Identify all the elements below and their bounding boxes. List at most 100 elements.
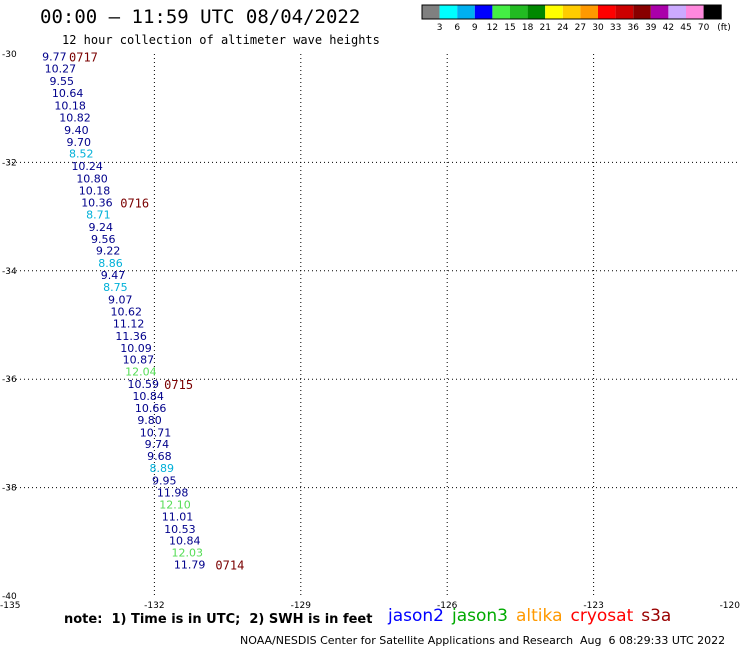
color-scale-label: 24 xyxy=(557,23,569,33)
map-subtitle: 12 hour collection of altimeter wave hei… xyxy=(62,33,380,47)
pass-time-label: 0715 xyxy=(164,378,193,392)
longitude-labels: -135 -132 -129 -126 -123 -120 xyxy=(0,601,740,611)
color-scale-swatch xyxy=(686,5,704,19)
longitude-label: -126 xyxy=(437,601,458,611)
wave-height-value: 11.98 xyxy=(157,486,189,499)
color-scale-swatch xyxy=(527,5,546,19)
wave-height-value: 8.89 xyxy=(150,462,175,475)
wave-height-value: 9.56 xyxy=(91,233,116,246)
color-scale-label: 18 xyxy=(522,23,534,33)
wave-height-value: 12.04 xyxy=(125,366,156,379)
wave-height-value: 8.86 xyxy=(98,257,123,270)
wave-height-value: 10.53 xyxy=(164,523,196,536)
latitude-label: -38 xyxy=(2,484,17,494)
wave-height-value: 9.47 xyxy=(101,269,126,282)
legend-s3a: s3a xyxy=(641,606,672,626)
color-scale-label: 36 xyxy=(627,23,639,33)
color-scale-swatch xyxy=(633,5,651,19)
wave-height-value: 10.36 xyxy=(81,197,113,210)
longitude-label: -132 xyxy=(144,601,164,611)
wave-height-value: 11.12 xyxy=(113,317,145,330)
wave-height-value: 10.66 xyxy=(135,402,167,415)
color-scale-label: 21 xyxy=(539,23,550,33)
longitude-label: -123 xyxy=(583,601,603,611)
color-scale-label: 15 xyxy=(504,23,515,33)
latitude-labels: -30 -32 -34 -36 -38 -40 xyxy=(2,50,17,602)
color-scale-label: 39 xyxy=(645,23,657,33)
wave-height-value: 10.59 xyxy=(128,378,160,391)
color-scale-label: 45 xyxy=(680,23,691,33)
color-scale-swatch xyxy=(457,5,475,19)
note-text: note: 1) Time is in UTC; 2) SWH is in fe… xyxy=(64,612,373,627)
longitude-label: -120 xyxy=(720,601,740,611)
color-scale-label: 30 xyxy=(592,23,604,33)
wave-height-value: 9.40 xyxy=(64,124,89,137)
wave-height-value: 9.22 xyxy=(96,245,121,258)
color-scale-label: 3 xyxy=(437,23,443,33)
color-scale-label: 9 xyxy=(472,23,478,33)
pass-time-label: 0714 xyxy=(215,559,244,573)
legend-jason3: jason3 xyxy=(452,606,508,626)
latitude-label: -30 xyxy=(2,50,17,60)
pass-time-label: 0716 xyxy=(120,197,149,211)
color-scale-unit: (ft) xyxy=(717,23,731,33)
wave-height-value: 8.75 xyxy=(103,281,128,294)
wave-height-value: 9.55 xyxy=(49,75,73,88)
color-scale-swatch xyxy=(510,5,528,19)
color-scale-swatch xyxy=(474,5,493,19)
color-scale-swatch xyxy=(439,5,458,19)
color-scale-swatch xyxy=(492,5,510,19)
wave-height-value: 10.71 xyxy=(140,426,172,439)
wave-height-value: 10.27 xyxy=(45,63,77,76)
wave-height-value: 12.10 xyxy=(159,498,191,511)
wave-height-value: 9.68 xyxy=(147,450,172,463)
wave-height-value: 8.71 xyxy=(86,208,111,221)
color-scale-swatch xyxy=(703,5,722,19)
wave-height-value: 9.80 xyxy=(137,414,162,427)
wave-height-value: 9.77 xyxy=(42,51,67,64)
wave-height-value: 9.07 xyxy=(108,294,133,307)
wave-height-value: 11.01 xyxy=(162,510,194,523)
generated-timestamp: Aug 6 08:29:33 UTC 2022 xyxy=(580,634,726,647)
wave-height-value: 10.84 xyxy=(169,535,201,548)
wave-height-value: 11.79 xyxy=(174,559,206,572)
pass-time-label: 0717 xyxy=(69,51,98,65)
color-scale-label: 6 xyxy=(454,23,460,33)
wave-height-value: 10.80 xyxy=(76,173,108,186)
wave-height-value: 9.74 xyxy=(145,438,170,451)
wave-height-value: 10.84 xyxy=(132,390,164,403)
wave-height-value: 10.24 xyxy=(71,160,103,173)
wave-height-value: 10.09 xyxy=(120,342,151,355)
time-label-layer: 0717 0716 0715 0714 xyxy=(69,51,244,573)
color-scale-swatch xyxy=(598,5,616,19)
longitude-label: -129 xyxy=(291,601,312,611)
color-scale-swatch xyxy=(668,5,686,19)
color-scale-swatch xyxy=(580,5,598,19)
satellite-legend: jason2 jason3 altika cryosat s3a xyxy=(388,606,679,626)
legend-jason2: jason2 xyxy=(388,606,444,626)
color-scale-swatch xyxy=(422,5,440,19)
wave-height-value: 10.18 xyxy=(54,99,86,112)
latitude-label: -36 xyxy=(2,375,17,385)
legend-cryosat: cryosat xyxy=(570,606,634,626)
wave-height-value: 10.62 xyxy=(110,305,142,318)
color-scale-label: 33 xyxy=(610,23,621,33)
color-scale-border xyxy=(421,4,722,20)
wave-height-value: 10.87 xyxy=(123,354,154,367)
color-scale-label: 70 xyxy=(698,23,710,33)
color-scale-swatch xyxy=(545,5,563,19)
wave-height-value: 11.36 xyxy=(115,330,147,343)
color-scale-swatch xyxy=(650,5,669,19)
observation-layer: 9.7710.279.5510.6410.1810.829.409.708.52… xyxy=(42,51,205,572)
color-scale-swatch xyxy=(562,5,581,19)
latitude-label: -34 xyxy=(2,267,17,277)
wave-height-value: 8.52 xyxy=(69,148,94,161)
map-title: 00:00 – 11:59 UTC 08/04/2022 xyxy=(40,6,361,28)
color-scale-label: 27 xyxy=(575,23,586,33)
latitude-label: -40 xyxy=(2,592,17,602)
wave-height-value: 10.82 xyxy=(59,111,91,124)
wave-height-value: 9.70 xyxy=(67,136,92,149)
color-scale-swatch xyxy=(615,5,634,19)
color-scale-label: 42 xyxy=(663,23,674,33)
